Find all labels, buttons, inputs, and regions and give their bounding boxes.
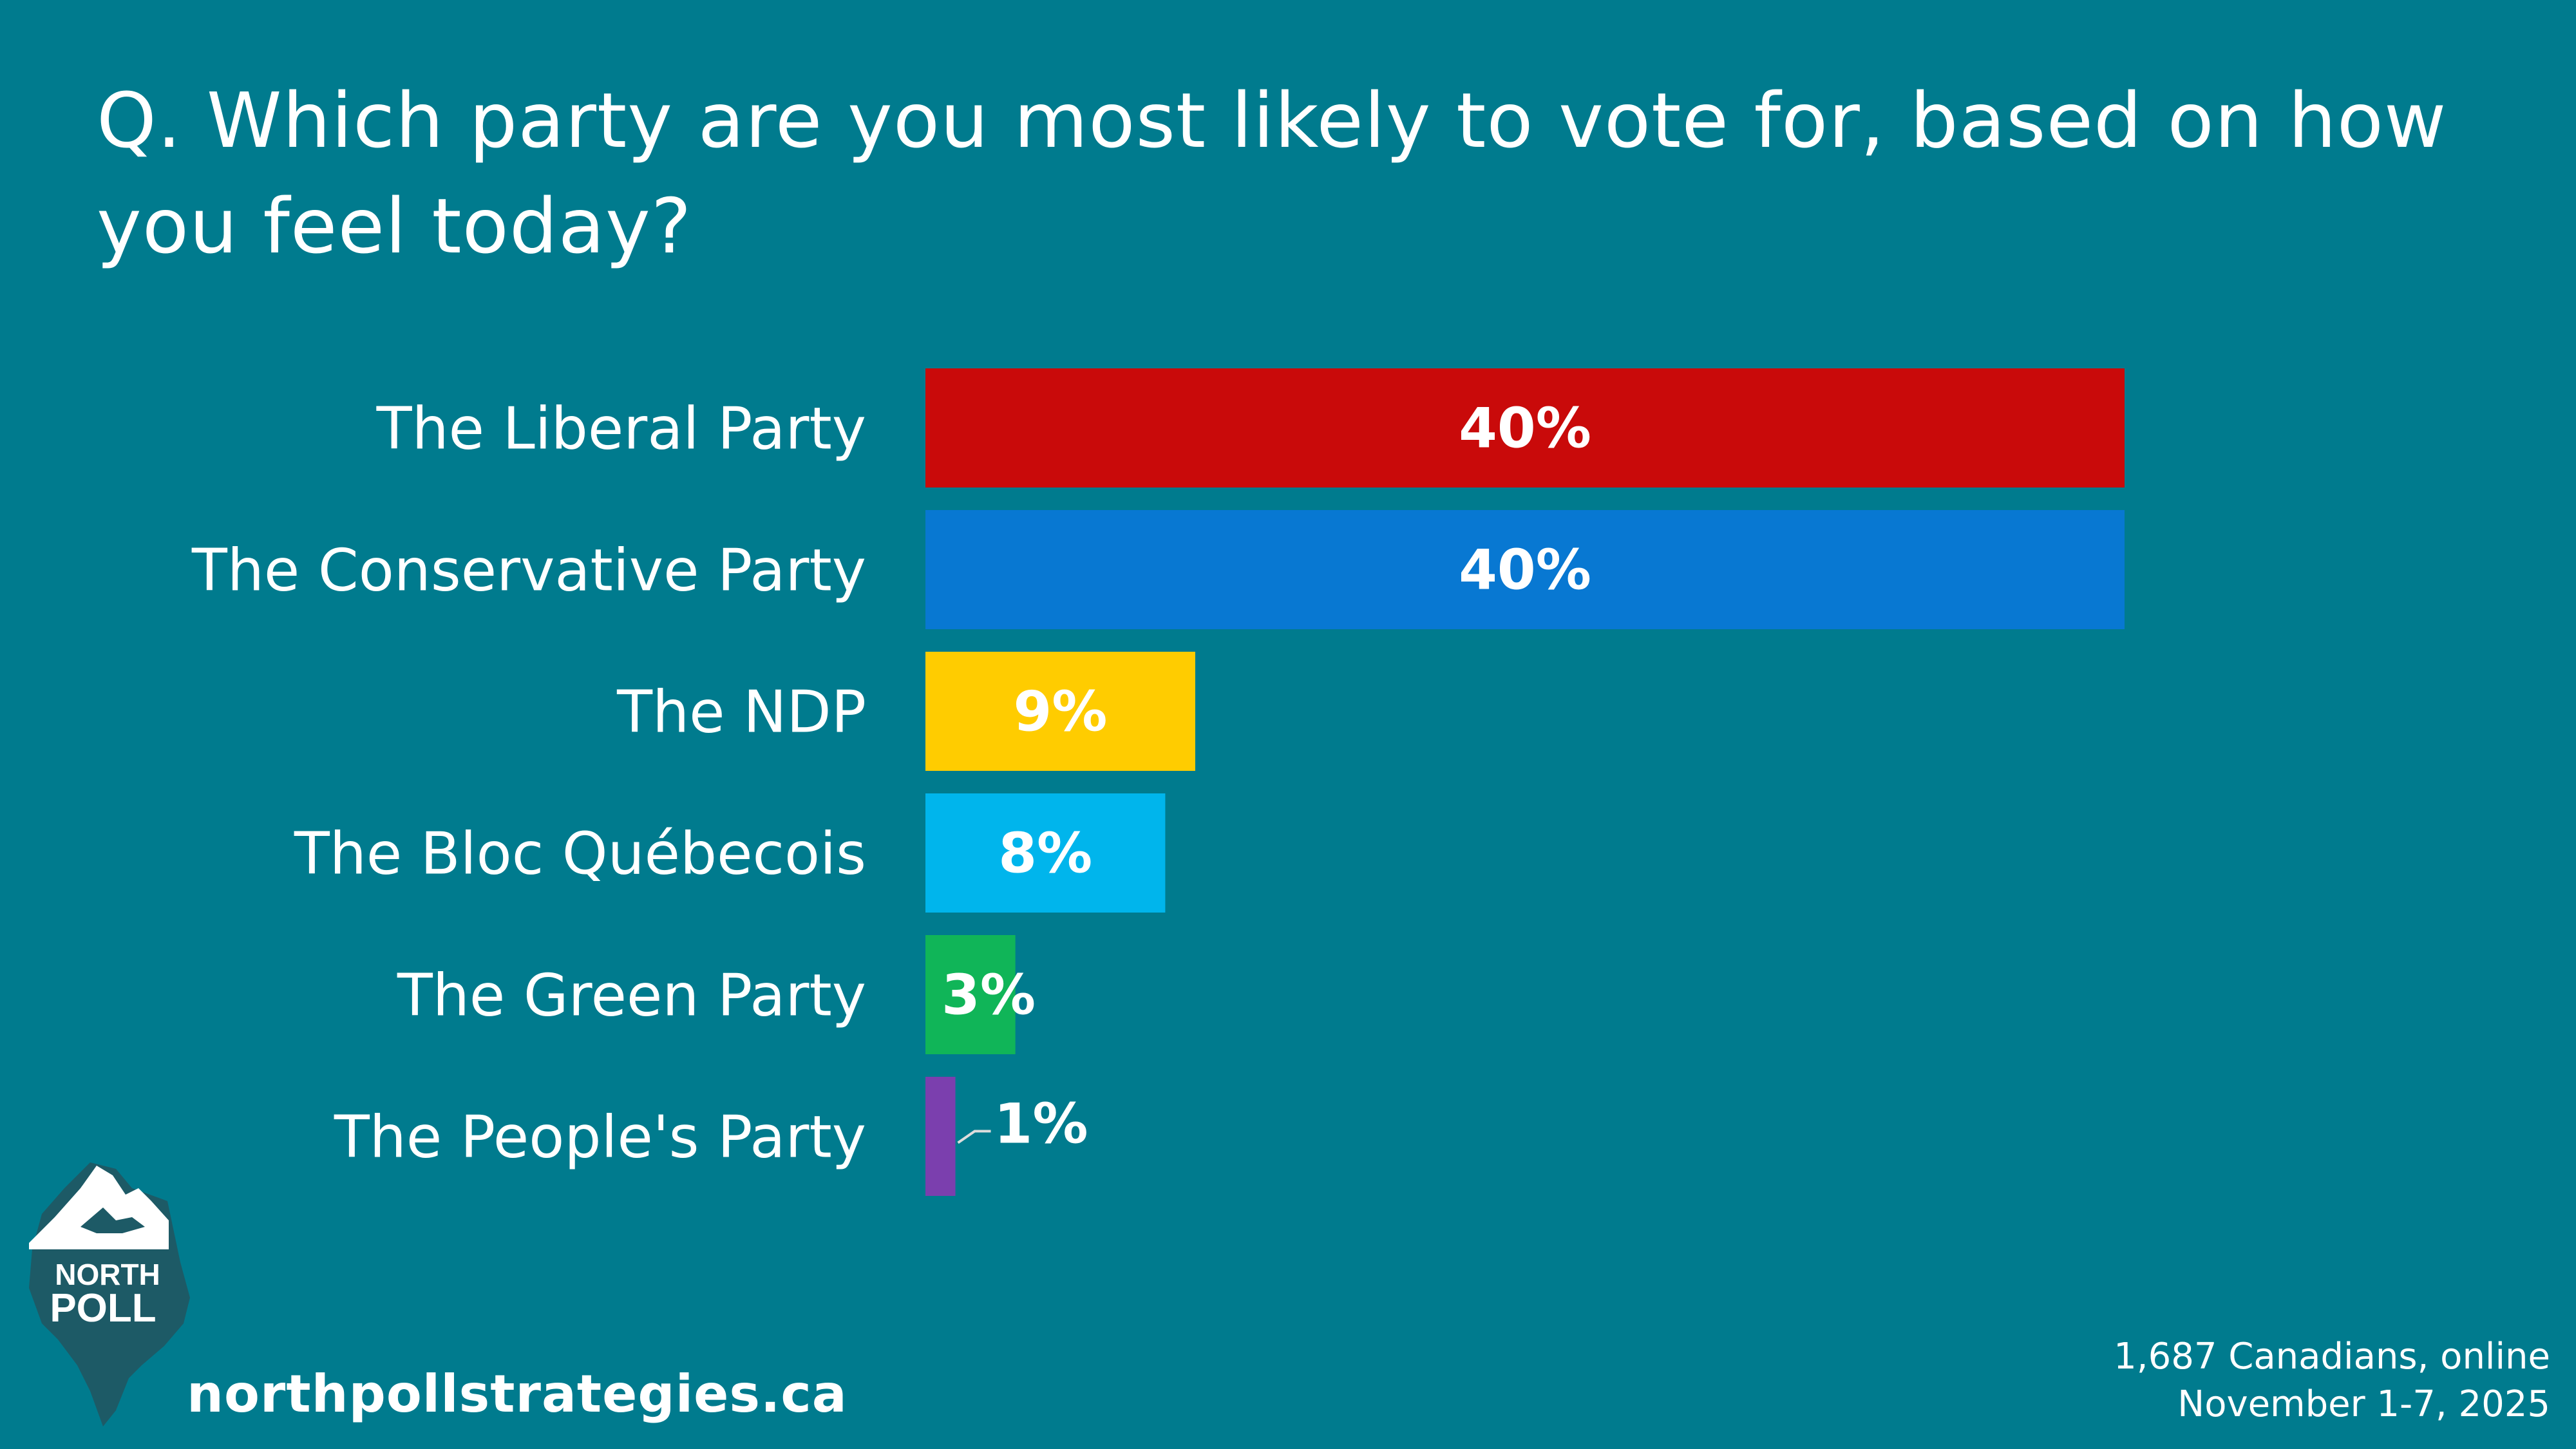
value-label: 8% [998, 822, 1092, 886]
category-label: The Liberal Party [376, 395, 866, 463]
category-label: The Conservative Party [191, 537, 866, 605]
value-label: 9% [1013, 680, 1107, 744]
category-label: The NDP [616, 679, 866, 746]
value-label: 40% [1459, 397, 1591, 461]
bar [925, 652, 1195, 771]
category-label: The Green Party [397, 962, 866, 1030]
bar [925, 368, 2125, 488]
bar [925, 793, 1166, 913]
north-poll-logo: NORTH POLL [29, 1162, 190, 1426]
value-label: 1% [994, 1092, 1088, 1157]
bar [925, 935, 1016, 1054]
value-label: 40% [1459, 538, 1591, 603]
survey-footnote: 1,687 Canadians, online November 1-7, 20… [2114, 1333, 2550, 1428]
category-label: The Bloc Québecois [294, 820, 866, 888]
date-text: November 1-7, 2025 [2177, 1383, 2550, 1425]
logo-text-poll: POLL [50, 1286, 156, 1331]
category-label: The People's Party [334, 1104, 866, 1171]
sample-text: 1,687 Canadians, online [2114, 1336, 2550, 1378]
logo-text-north: NORTH [55, 1258, 160, 1291]
bar [925, 1077, 956, 1196]
chart-title: Q. Which party are you most likely to vo… [97, 76, 2447, 270]
bar [925, 510, 2125, 629]
website-link[interactable]: northpollstrategies.ca [187, 1364, 848, 1424]
value-label: 3% [942, 963, 1036, 1028]
value-leader-line [957, 1130, 991, 1144]
bar-chart: The Liberal Party 40% The Conservative Par… [191, 368, 2125, 1196]
